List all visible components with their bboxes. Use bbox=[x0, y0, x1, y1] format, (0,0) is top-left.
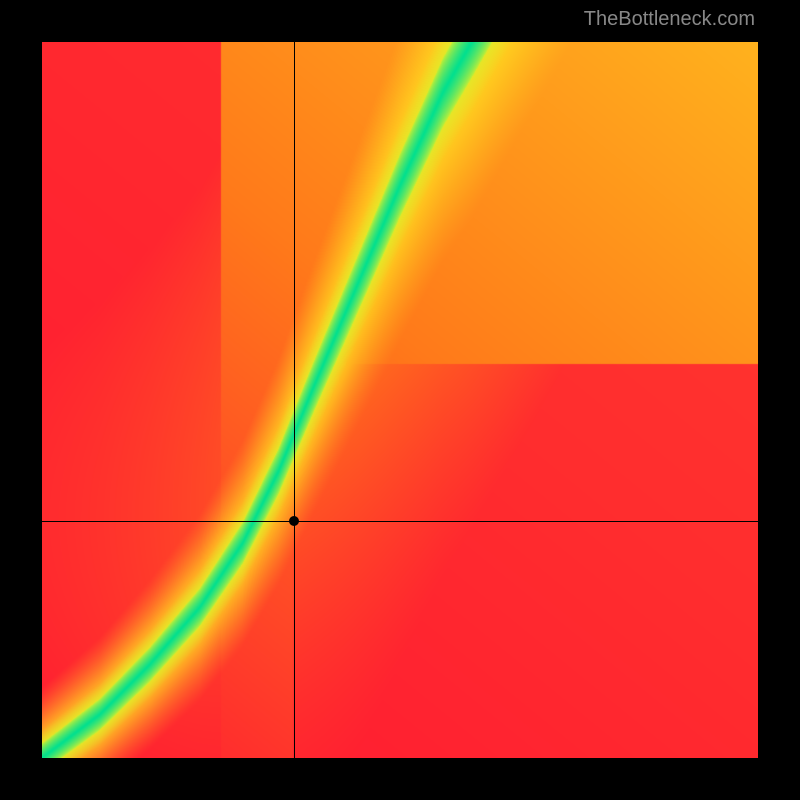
heatmap-plot bbox=[42, 42, 758, 758]
heatmap-canvas bbox=[42, 42, 758, 758]
crosshair-vertical bbox=[294, 42, 295, 758]
reference-point bbox=[289, 516, 299, 526]
crosshair-horizontal bbox=[42, 521, 758, 522]
watermark-text: TheBottleneck.com bbox=[584, 8, 755, 31]
